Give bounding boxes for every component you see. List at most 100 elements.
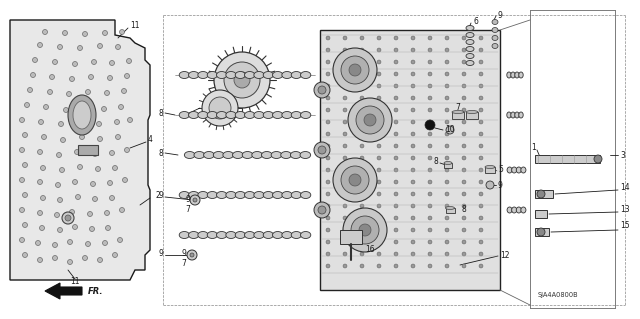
Text: 8: 8 [158,149,163,158]
Text: 7: 7 [456,102,460,112]
Circle shape [428,60,432,64]
Circle shape [326,240,330,244]
Ellipse shape [492,43,498,48]
Circle shape [326,264,330,268]
Ellipse shape [516,207,522,213]
Ellipse shape [521,167,526,173]
Circle shape [343,264,347,268]
Text: 12: 12 [500,250,509,259]
Circle shape [428,264,432,268]
Circle shape [77,165,83,169]
Circle shape [411,204,415,208]
Text: 3: 3 [620,151,625,160]
Ellipse shape [301,232,311,239]
Circle shape [428,156,432,160]
Circle shape [394,132,398,136]
Circle shape [106,226,111,231]
Circle shape [462,60,466,64]
Circle shape [67,240,72,244]
Circle shape [92,60,97,64]
Ellipse shape [198,112,208,118]
Ellipse shape [223,152,234,159]
Ellipse shape [198,232,208,239]
Circle shape [462,168,466,172]
Circle shape [411,72,415,76]
Circle shape [318,86,326,94]
Ellipse shape [254,112,264,118]
Ellipse shape [216,112,227,118]
Circle shape [125,73,129,78]
Circle shape [445,204,449,208]
Circle shape [60,167,65,173]
Circle shape [102,107,106,112]
Circle shape [394,252,398,256]
Ellipse shape [273,191,283,198]
Circle shape [97,137,102,142]
Circle shape [445,228,449,232]
Circle shape [462,96,466,100]
Circle shape [445,216,449,220]
Circle shape [35,241,40,246]
Bar [446,208,455,213]
Ellipse shape [254,191,264,198]
Circle shape [377,72,381,76]
Ellipse shape [511,207,516,213]
Bar [320,30,500,290]
Circle shape [479,204,483,208]
Circle shape [108,181,113,186]
Circle shape [113,166,118,170]
Circle shape [428,144,432,148]
Circle shape [428,192,432,196]
Circle shape [360,192,364,196]
Ellipse shape [291,191,301,198]
Circle shape [462,264,466,268]
Circle shape [90,182,95,187]
Ellipse shape [511,72,515,78]
Circle shape [333,158,377,202]
Circle shape [428,96,432,100]
Circle shape [360,60,364,64]
Circle shape [445,36,449,40]
Circle shape [44,105,49,109]
Text: 10: 10 [445,125,454,135]
Ellipse shape [232,152,243,159]
Circle shape [72,62,77,66]
Ellipse shape [444,161,452,165]
Circle shape [88,211,93,217]
Text: 7: 7 [181,258,186,268]
Circle shape [63,108,68,113]
Bar [452,112,464,119]
Circle shape [428,108,432,112]
Text: 15: 15 [620,221,630,231]
Circle shape [479,240,483,244]
Circle shape [58,227,63,233]
Circle shape [97,122,102,127]
Circle shape [326,216,330,220]
Ellipse shape [466,61,474,65]
Circle shape [479,192,483,196]
Ellipse shape [291,112,301,118]
Circle shape [594,155,602,163]
Ellipse shape [492,35,498,41]
Circle shape [462,120,466,124]
Ellipse shape [301,71,311,78]
Text: 8: 8 [462,205,467,214]
Text: 9: 9 [498,181,503,189]
Circle shape [411,48,415,52]
Ellipse shape [282,71,292,78]
Circle shape [102,31,108,35]
Ellipse shape [236,112,246,118]
Circle shape [428,48,432,52]
Circle shape [377,264,381,268]
Circle shape [42,135,47,139]
Circle shape [314,82,330,98]
Ellipse shape [254,71,264,78]
Circle shape [326,108,330,112]
Ellipse shape [198,191,208,198]
Circle shape [343,240,347,244]
Circle shape [445,48,449,52]
Circle shape [62,212,74,224]
Circle shape [479,60,483,64]
Circle shape [109,151,115,155]
Text: 13: 13 [620,205,630,214]
